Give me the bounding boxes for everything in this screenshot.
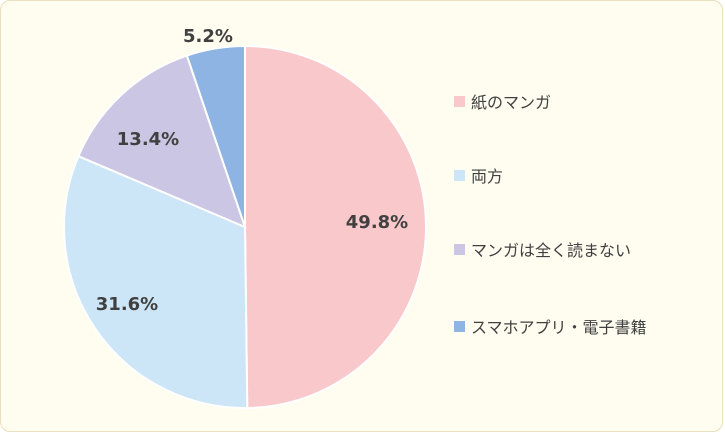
legend-label-paper-manga: 紙のマンガ: [471, 93, 552, 112]
legend-item-paper-manga: 紙のマンガ: [454, 89, 551, 113]
pie-label-no-manga: 13.4%: [117, 129, 179, 150]
legend-label-no-manga: マンガは全く読まない: [471, 241, 632, 260]
pie-label-smartphone-ebook: 5.2%: [183, 26, 233, 47]
pie-labels: 49.8% 31.6% 13.4% 5.2%: [96, 26, 408, 315]
legend-label-both: 両方: [471, 167, 504, 186]
legend-swatch-paper-manga: [454, 95, 465, 107]
legend-item-both: 両方: [454, 163, 503, 187]
legend-swatch-smartphone-ebook: [454, 320, 465, 332]
legend: 紙のマンガ 両方 マンガは全く読まない スマホアプリ・電子書籍: [454, 0, 719, 434]
legend-swatch-no-manga: [454, 243, 465, 255]
legend-item-no-manga: マンガは全く読まない: [454, 237, 631, 261]
pie-label-both: 31.6%: [96, 294, 158, 315]
pie-slices: [63, 44, 427, 409]
pie-slice-both: [63, 154, 249, 409]
pie-slice-smartphone-ebook: [185, 44, 246, 228]
legend-item-smartphone-ebook: スマホアプリ・電子書籍: [454, 314, 647, 338]
legend-label-smartphone-ebook: スマホアプリ・電子書籍: [471, 318, 647, 337]
pie-label-paper-manga: 49.8%: [346, 212, 408, 233]
pie-slice-no-manga: [77, 54, 247, 229]
pie-slice-paper-manga: [244, 44, 427, 409]
legend-swatch-both: [454, 169, 465, 181]
